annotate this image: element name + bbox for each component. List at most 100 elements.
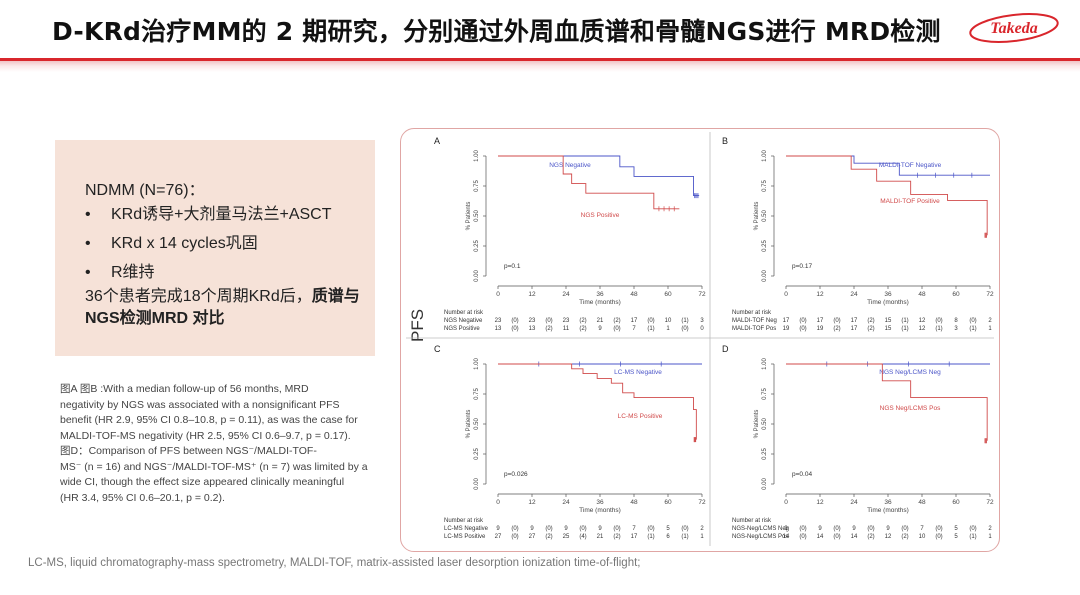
x-axis-label: Time (months) (867, 507, 909, 514)
risk-table-cell: (1) (901, 318, 908, 324)
risk-table-cell: 9 (784, 526, 788, 532)
risk-table-cell: 5 (954, 526, 958, 532)
y-tick-label: 0.50 (474, 210, 480, 222)
panel-letter: B (722, 136, 728, 146)
caption-line: negativity by NGS was associated with a … (60, 398, 340, 411)
risk-table-cell: (1) (935, 326, 942, 332)
treatment-list: KRd诱导+大剂量马法兰+ASCT KRd x 14 cycles巩固 R维持 (85, 202, 332, 289)
y-tick-label: 1.00 (474, 358, 480, 370)
risk-table-cell: 17 (817, 318, 824, 324)
caption-line: MALDI-TOF-MS negativity (HR 2.5, 95% CI … (60, 429, 351, 442)
risk-table-cell: (0) (935, 534, 942, 540)
y-axis-label: % Patients (466, 202, 472, 231)
risk-table-label: LC-MS Positive (444, 534, 486, 540)
risk-table-cell: (1) (901, 326, 908, 332)
y-tick-label: 0.00 (762, 270, 768, 282)
study-population: NDMM (N=76)： (85, 182, 205, 199)
risk-table-cell: (2) (579, 326, 586, 332)
risk-table-cell: (0) (511, 526, 518, 532)
x-tick-label: 24 (850, 291, 858, 298)
x-tick-label: 48 (630, 291, 638, 298)
x-tick-label: 0 (496, 291, 500, 298)
page-title: D-KRd治疗MM的 2 期研究，分别通过外周血质谱和骨髓NGS进行 MRD检测 (52, 17, 941, 46)
risk-table-cell: (0) (613, 526, 620, 532)
risk-table-cell: (2) (867, 326, 874, 332)
y-tick-label: 0.25 (762, 240, 768, 252)
risk-table-header: Number at risk (732, 310, 772, 316)
risk-table-cell: 1 (988, 326, 992, 332)
risk-table-cell: 17 (851, 318, 858, 324)
x-tick-label: 12 (816, 291, 824, 298)
km-curve (786, 363, 988, 441)
km-curve (498, 363, 697, 440)
risk-table-cell: 11 (563, 326, 570, 332)
risk-table-cell: (0) (681, 326, 688, 332)
series-label: NGS Neg/LCMS Neg (879, 369, 941, 376)
risk-table-cell: (2) (613, 318, 620, 324)
x-tick-label: 72 (986, 291, 994, 298)
km-curve (498, 155, 700, 197)
km-curve (498, 155, 680, 210)
x-tick-label: 60 (952, 291, 960, 298)
x-tick-label: 24 (562, 499, 570, 506)
risk-table-cell: 27 (495, 534, 502, 540)
risk-table-cell: 12 (919, 318, 926, 324)
risk-table-cell: 21 (597, 318, 604, 324)
caption-line: (HR 3.4, 95% CI 0.6–20.1, p = 0.2). (60, 491, 225, 504)
risk-table-cell: 2 (988, 526, 992, 532)
caption-line: wide CI, though the effect size appeared… (60, 476, 345, 488)
summary-note: 36个患者完成18个周期KRd后，质谱与NGS检测MRD 对比 (85, 286, 365, 330)
series-label: NGS Negative (549, 162, 591, 169)
km-curve (786, 155, 988, 236)
risk-table-cell: (0) (511, 534, 518, 540)
risk-table-cell: 9 (852, 526, 856, 532)
y-tick-label: 0.00 (474, 270, 480, 282)
title-bar: D-KRd治疗MM的 2 期研究，分别通过外周血质谱和骨髓NGS进行 MRD检测… (0, 0, 1080, 58)
risk-table-cell: (1) (969, 534, 976, 540)
risk-table-cell: 14 (783, 534, 790, 540)
p-value: p=0.026 (504, 471, 528, 478)
panel-letter: C (434, 344, 441, 354)
treatment-item: R维持 (85, 260, 332, 289)
risk-table-cell: (2) (901, 534, 908, 540)
abbreviation-footnote: LC-MS, liquid chromatography-mass spectr… (28, 557, 641, 569)
panel-letter: A (434, 136, 440, 146)
risk-table-cell: 23 (495, 318, 502, 324)
treatment-item: KRd x 14 cycles巩固 (85, 231, 332, 260)
risk-table-cell: 14 (851, 534, 858, 540)
risk-table-cell: 9 (886, 526, 890, 532)
treatment-item: KRd诱导+大剂量马法兰+ASCT (85, 202, 332, 231)
summary-note-text: 36个患者完成18个周期KRd后， (85, 288, 312, 305)
x-tick-label: 48 (918, 291, 926, 298)
risk-table-cell: 15 (885, 318, 892, 324)
study-summary-box: NDMM (N=76)： KRd诱导+大剂量马法兰+ASCT KRd x 14 … (55, 140, 375, 356)
risk-table-cell: 9 (530, 526, 534, 532)
caption-line: MS⁻ (n = 16) and NGS⁻/MALDI-TOF-MS⁺ (n =… (60, 460, 368, 473)
x-tick-label: 0 (784, 499, 788, 506)
y-tick-label: 0.75 (762, 388, 768, 400)
risk-table-cell: 17 (783, 318, 790, 324)
risk-table-label: NGS-Neg/LCMS Pos (732, 534, 788, 540)
risk-table-cell: (1) (681, 318, 688, 324)
logo-text: Takeda (990, 20, 1037, 37)
y-tick-label: 0.50 (762, 210, 768, 222)
risk-table-cell: (0) (867, 526, 874, 532)
risk-table-cell: (0) (833, 318, 840, 324)
risk-table-cell: 7 (632, 526, 636, 532)
risk-table-cell: (0) (935, 318, 942, 324)
risk-table-cell: (1) (681, 534, 688, 540)
risk-table-cell: (0) (799, 534, 806, 540)
risk-table-cell: 5 (666, 526, 670, 532)
risk-table-cell: 2 (988, 318, 992, 324)
risk-table-cell: 9 (598, 526, 602, 532)
risk-table-cell: 1 (700, 534, 704, 540)
x-tick-label: 48 (630, 499, 638, 506)
risk-table-cell: 19 (817, 326, 824, 332)
takeda-logo: Takeda (969, 13, 1059, 43)
series-label: LC-MS Positive (618, 413, 663, 420)
risk-table-cell: 13 (529, 326, 536, 332)
y-tick-label: 0.75 (474, 388, 480, 400)
x-tick-label: 60 (664, 291, 672, 298)
risk-table-cell: (0) (647, 318, 654, 324)
